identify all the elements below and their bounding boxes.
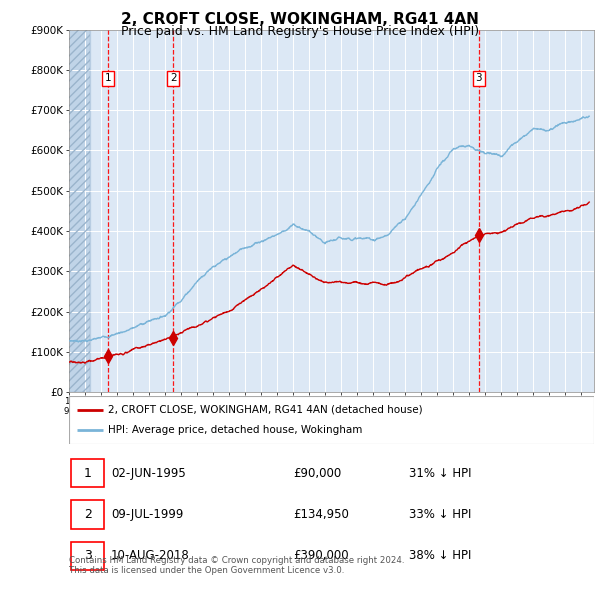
Text: 2: 2 — [83, 508, 92, 521]
Text: 33% ↓ HPI: 33% ↓ HPI — [409, 508, 471, 521]
Text: £90,000: £90,000 — [293, 467, 341, 480]
Text: 2, CROFT CLOSE, WOKINGHAM, RG41 4AN: 2, CROFT CLOSE, WOKINGHAM, RG41 4AN — [121, 12, 479, 27]
Bar — [69, 30, 90, 392]
Bar — [69, 30, 90, 392]
Text: 3: 3 — [83, 549, 92, 562]
Text: £134,950: £134,950 — [293, 508, 349, 521]
Text: 09-JUL-1999: 09-JUL-1999 — [111, 508, 184, 521]
Text: 02-JUN-1995: 02-JUN-1995 — [111, 467, 186, 480]
FancyBboxPatch shape — [71, 542, 104, 570]
Text: 38% ↓ HPI: 38% ↓ HPI — [409, 549, 471, 562]
FancyBboxPatch shape — [71, 500, 104, 529]
Text: HPI: Average price, detached house, Wokingham: HPI: Average price, detached house, Woki… — [109, 425, 363, 435]
Text: 2: 2 — [170, 74, 176, 83]
Text: 31% ↓ HPI: 31% ↓ HPI — [409, 467, 471, 480]
Text: 2, CROFT CLOSE, WOKINGHAM, RG41 4AN (detached house): 2, CROFT CLOSE, WOKINGHAM, RG41 4AN (det… — [109, 405, 423, 415]
Text: 3: 3 — [475, 74, 482, 83]
Text: Price paid vs. HM Land Registry's House Price Index (HPI): Price paid vs. HM Land Registry's House … — [121, 25, 479, 38]
Text: 1: 1 — [104, 74, 111, 83]
FancyBboxPatch shape — [69, 396, 594, 444]
Text: 1: 1 — [83, 467, 92, 480]
Text: Contains HM Land Registry data © Crown copyright and database right 2024.
This d: Contains HM Land Registry data © Crown c… — [69, 556, 404, 575]
Text: £390,000: £390,000 — [293, 549, 349, 562]
FancyBboxPatch shape — [71, 459, 104, 487]
Text: 10-AUG-2018: 10-AUG-2018 — [111, 549, 190, 562]
